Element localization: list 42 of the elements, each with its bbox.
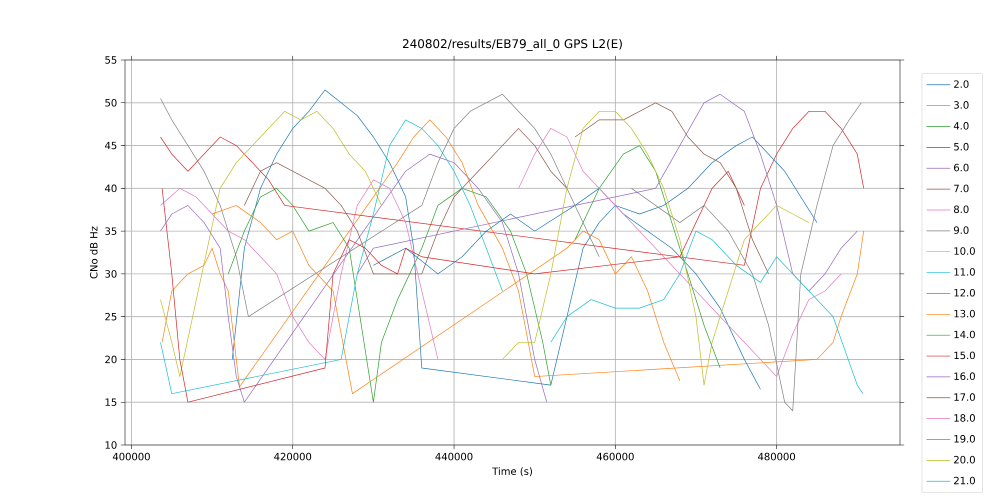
legend-label: 18.0 <box>954 414 975 422</box>
y-tick-label: 15 <box>106 398 116 406</box>
legend-label: 5.0 <box>954 142 969 150</box>
legend-label: 16.0 <box>954 372 975 380</box>
legend-label: 8.0 <box>954 206 969 214</box>
line-series <box>574 145 721 368</box>
legend-label: 15.0 <box>954 352 975 360</box>
y-tick-label: 10 <box>106 441 117 449</box>
legend-label: 9.0 <box>954 226 969 234</box>
y-tick-label: 30 <box>105 270 117 278</box>
legend-label: 14.0 <box>954 330 975 338</box>
legend-label: 7.0 <box>954 184 969 192</box>
x-tick-label: 480000 <box>758 452 796 460</box>
legend-label: 10.0 <box>954 247 975 255</box>
legend-label: 11.0 <box>954 268 975 276</box>
legend-label: 4.0 <box>954 122 969 130</box>
x-tick-label: 400000 <box>112 452 150 460</box>
line-series <box>228 188 552 403</box>
chart-title: 240802/results/EB79_all_0 GPS L2(E) <box>402 38 622 51</box>
y-tick-label: 25 <box>105 312 116 320</box>
y-axis-title: CNo dB Hz <box>90 226 98 278</box>
legend-label: 13.0 <box>954 310 975 318</box>
line-series <box>518 128 842 377</box>
x-tick-label: 460000 <box>596 452 634 460</box>
legend-label: 3.0 <box>954 101 969 109</box>
y-tick-label: 55 <box>105 56 116 64</box>
legend-label: 6.0 <box>954 164 969 172</box>
legend-label: 2.0 <box>954 80 969 88</box>
x-axis-title: Time (s) <box>492 467 532 476</box>
y-tick-label: 45 <box>104 142 116 150</box>
legend-label: 21.0 <box>954 476 975 484</box>
y-tick-label: 40 <box>104 184 117 192</box>
line-series <box>160 120 503 394</box>
y-tick-label: 20 <box>105 356 117 364</box>
y-tick-label: 35 <box>105 227 116 235</box>
x-tick-label: 440000 <box>435 452 472 460</box>
legend-label: 20.0 <box>954 456 975 464</box>
x-tick-label: 420000 <box>274 452 312 460</box>
legend-label: 17.0 <box>954 393 975 401</box>
legend-label: 12.0 <box>954 288 975 297</box>
legend-label: 19.0 <box>954 435 975 443</box>
y-tick-label: 50 <box>105 98 117 107</box>
